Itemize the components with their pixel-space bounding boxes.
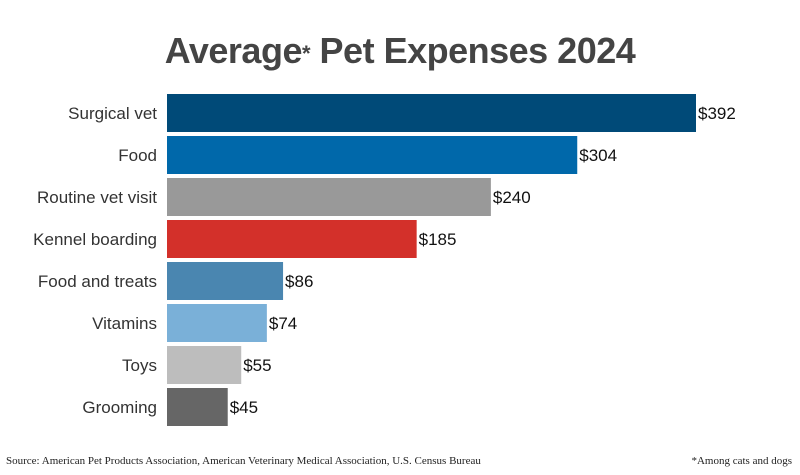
category-label: Food [118,146,157,165]
title-main: Average [164,30,303,71]
category-label: Kennel boarding [33,230,157,249]
value-label: $45 [230,398,258,417]
value-label: $304 [579,146,617,165]
value-label: $240 [493,188,531,207]
value-label: $392 [698,104,736,123]
category-label: Vitamins [92,314,157,333]
source-note: Source: American Pet Products Associatio… [6,455,481,467]
category-label: Surgical vet [68,104,157,123]
bar-toys [167,346,242,384]
chart-title: Average* Pet Expenses 2024 [0,30,800,72]
category-label: Routine vet visit [37,188,157,207]
bar-vitamins [167,304,267,342]
value-label: $74 [269,314,297,333]
category-label: Food and treats [38,272,157,291]
bar-food [167,136,578,174]
title-rest: Pet Expenses 2024 [319,30,636,71]
value-label: $86 [285,272,313,291]
footnote: *Among cats and dogs [691,455,792,467]
title-asterisk: * [301,41,311,66]
bar-kennel-boarding [167,220,417,258]
value-label: $185 [419,230,457,249]
bar-grooming [167,388,228,426]
value-label: $55 [243,356,271,375]
bar-food-and-treats [167,262,284,300]
category-label: Grooming [82,398,157,417]
category-label: Toys [122,356,157,375]
bar-routine-vet-visit [167,178,491,216]
bar-surgical-vet [167,94,696,132]
